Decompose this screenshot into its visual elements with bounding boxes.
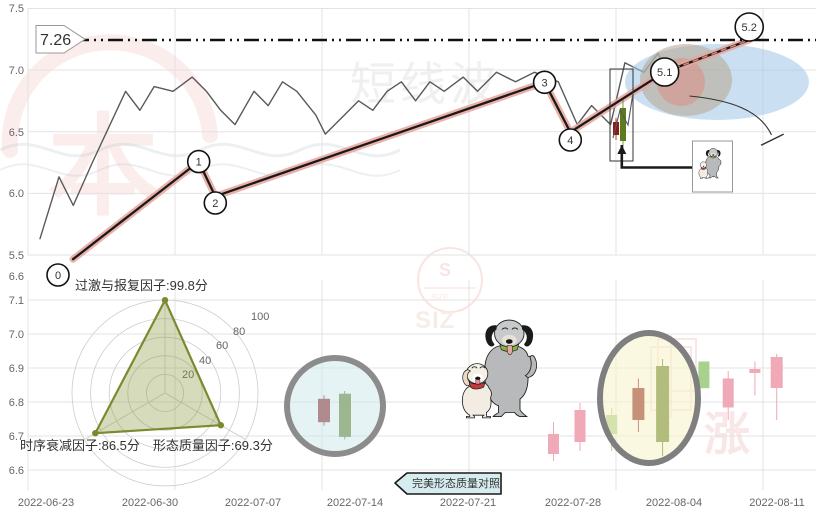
svg-text:4: 4 [567, 135, 573, 147]
svg-text:1: 1 [196, 157, 202, 169]
svg-text:7.0: 7.0 [9, 65, 24, 77]
svg-text:时序衰减因子:86.5分 形态质量因子:69.3分: 时序衰减因子:86.5分 形态质量因子:69.3分 [20, 438, 273, 453]
svg-text:SIZE: SIZE [431, 293, 449, 302]
svg-text:7.1: 7.1 [9, 295, 24, 307]
svg-text:2022-07-21: 2022-07-21 [440, 497, 496, 509]
svg-text:0: 0 [55, 270, 61, 282]
svg-text:6.6: 6.6 [9, 271, 24, 283]
svg-text:2022-08-04: 2022-08-04 [646, 497, 702, 509]
svg-text:SIZ: SIZ [415, 307, 455, 334]
svg-text:2022-07-28: 2022-07-28 [545, 497, 601, 509]
svg-text:6.9: 6.9 [9, 363, 24, 375]
svg-text:完美形态质量对照: 完美形态质量对照 [412, 476, 500, 490]
svg-text:6.5: 6.5 [9, 127, 24, 139]
svg-text:涨: 涨 [704, 408, 750, 460]
svg-text:2022-06-23: 2022-06-23 [18, 497, 74, 509]
svg-text:100: 100 [251, 311, 269, 323]
svg-text:6.8: 6.8 [9, 397, 24, 409]
svg-text:3: 3 [542, 77, 548, 89]
svg-text:过激与报复因子:99.8分: 过激与报复因子:99.8分 [75, 278, 208, 293]
svg-text:80: 80 [233, 326, 245, 338]
svg-text:7.26: 7.26 [40, 32, 71, 49]
svg-text:6.6: 6.6 [9, 465, 24, 477]
svg-text:40: 40 [199, 355, 211, 367]
svg-text:S: S [439, 260, 451, 280]
svg-text:5.2: 5.2 [742, 22, 757, 34]
svg-text:5.1: 5.1 [657, 67, 672, 79]
svg-text:2022-06-30: 2022-06-30 [122, 497, 178, 509]
svg-text:2: 2 [212, 198, 218, 210]
svg-text:7.0: 7.0 [9, 329, 24, 341]
svg-text:2022-07-14: 2022-07-14 [327, 497, 383, 509]
svg-text:7.5: 7.5 [9, 3, 24, 15]
svg-text:2022-08-11: 2022-08-11 [749, 497, 804, 509]
svg-text:6.0: 6.0 [9, 188, 24, 200]
svg-text:60: 60 [216, 340, 228, 352]
svg-text:2022-07-07: 2022-07-07 [225, 497, 281, 509]
svg-text:5.5: 5.5 [9, 250, 24, 262]
